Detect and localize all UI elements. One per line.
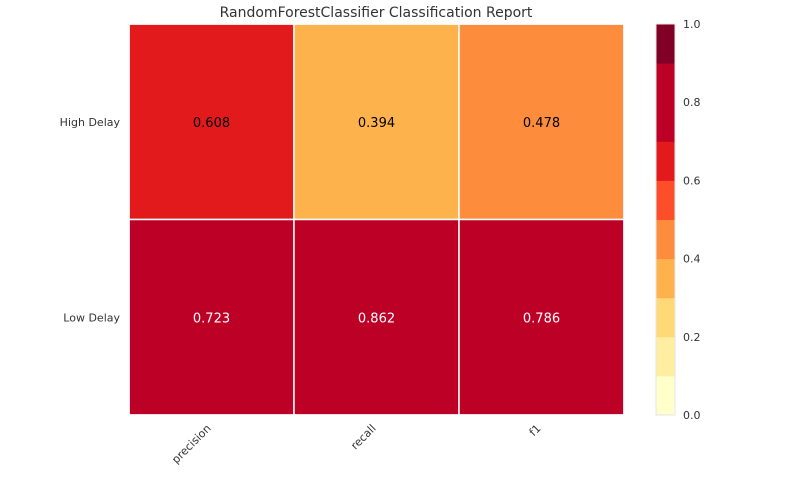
colorbar-bin	[656, 24, 675, 64]
colorbar: 0.0 0.2 0.4 0.6 0.8 1.0	[655, 18, 701, 422]
colorbar-bin	[656, 102, 675, 142]
heatmap-cell-low-delay-f1	[458, 218, 625, 416]
column-label: precision	[169, 422, 213, 466]
heatmap-cell-low-delay-recall	[293, 218, 460, 416]
colorbar-bin	[656, 336, 675, 377]
colorbar-bin	[656, 141, 675, 181]
heatmap-cell-high-delay-precision	[128, 23, 295, 221]
colorbar-tick-label: 0.8	[683, 96, 701, 109]
colorbar-bin	[656, 258, 675, 299]
colorbar-border	[655, 23, 676, 416]
row-label: Low Delay	[63, 311, 120, 324]
colorbar-tick-label: 0.2	[683, 331, 701, 344]
cell-value-label: 0.394	[358, 116, 395, 131]
plot-border	[128, 23, 625, 416]
row-label: High Delay	[60, 116, 121, 129]
column-labels: precision recall f1	[169, 422, 543, 466]
cell-value-label: 0.723	[193, 311, 230, 326]
colorbar-tick-label: 0.4	[683, 253, 701, 266]
cell-value-label: 0.786	[523, 311, 560, 326]
heatmap-cell-low-delay-precision	[128, 218, 295, 416]
colorbar-tick-label: 0.0	[683, 409, 701, 422]
heatmap-cell-high-delay-recall	[293, 23, 460, 221]
colorbar-tick-label: 1.0	[683, 18, 701, 31]
colorbar-bin	[656, 375, 675, 416]
column-label: recall	[348, 422, 378, 452]
colorbar-tick-label: 0.6	[683, 174, 701, 187]
chart-title: RandomForestClassifier Classification Re…	[220, 5, 533, 21]
row-labels: High Delay Low Delay	[60, 116, 121, 325]
cell-value-label: 0.608	[193, 116, 230, 131]
colorbar-bin	[656, 63, 675, 103]
cell-value-label: 0.478	[523, 116, 560, 131]
column-label: f1	[527, 422, 544, 439]
heatmap-cells: 0.608 0.394 0.478 0.723 0.862 0.786	[128, 23, 625, 416]
colorbar-bin	[656, 297, 675, 338]
colorbar-bin	[656, 180, 675, 220]
colorbar-bin	[656, 219, 675, 260]
cell-value-label: 0.862	[358, 311, 395, 326]
